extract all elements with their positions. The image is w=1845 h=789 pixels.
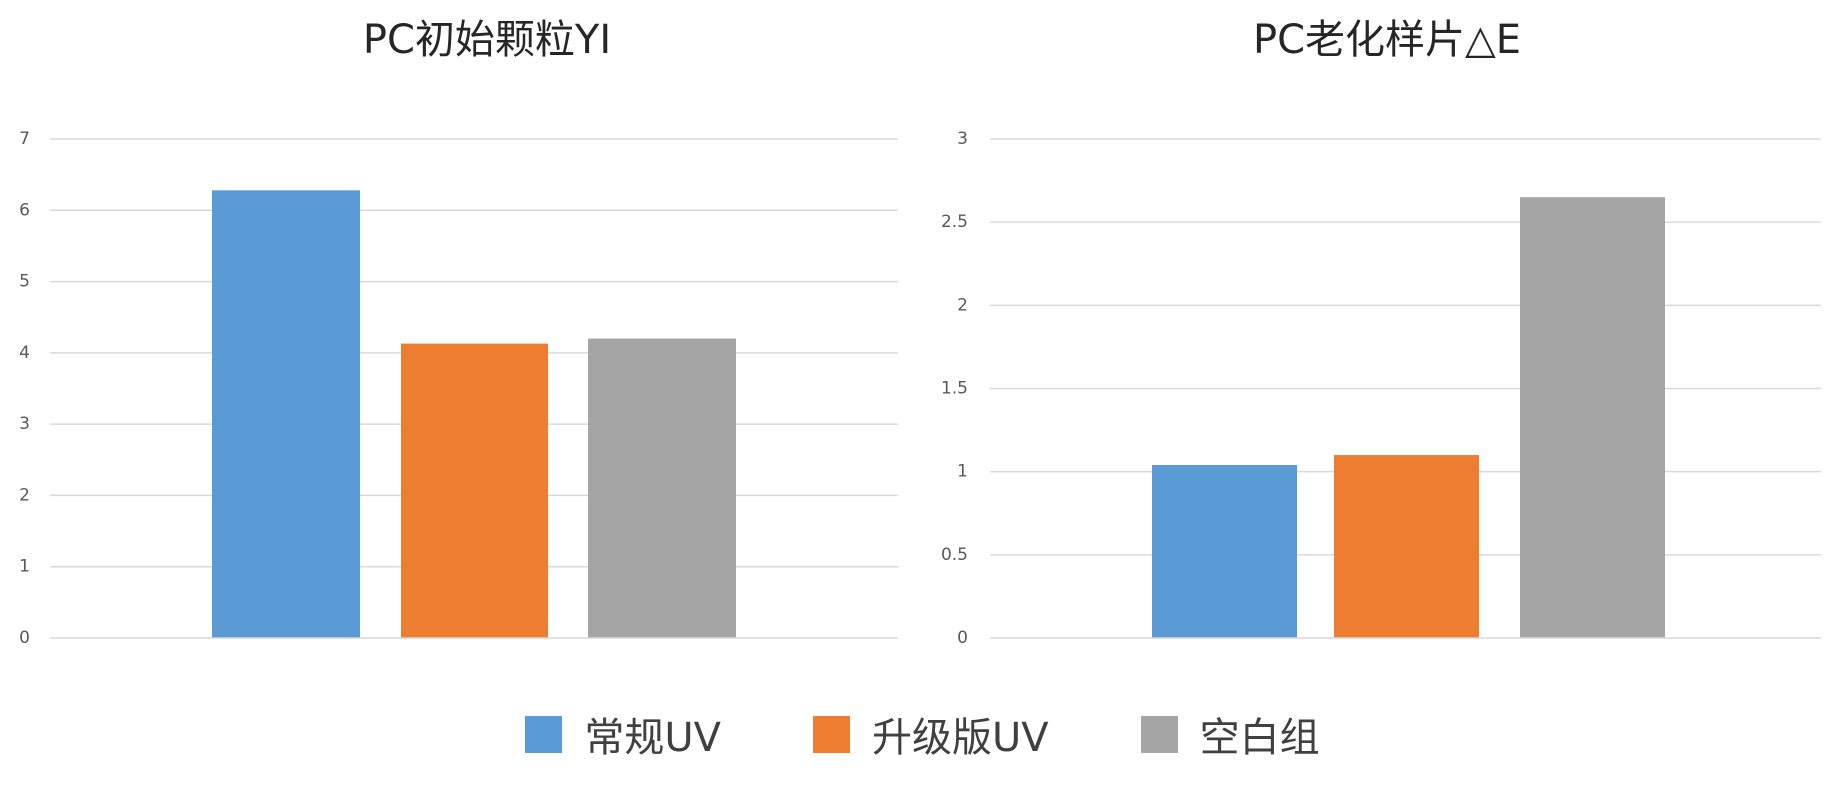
- y-tick-label: 1: [19, 557, 30, 577]
- y-tick-label: 6: [19, 200, 30, 220]
- y-tick-label: 1.5: [941, 379, 968, 399]
- y-tick-label: 3: [19, 414, 30, 434]
- bar-upgraded-uv: [401, 343, 548, 638]
- bar-blank-group: [1520, 197, 1665, 638]
- legend-label-upgraded-uv: 升级版UV: [872, 715, 1049, 761]
- legend-item-regular-uv: 常规UV: [525, 705, 721, 763]
- y-tick-label: 2: [957, 295, 968, 315]
- bar-regular-uv: [212, 190, 360, 638]
- legend-item-upgraded-uv: 升级版UV: [813, 705, 1049, 763]
- legend-label-blank-group: 空白组: [1199, 715, 1320, 761]
- y-tick-label: 2.5: [941, 212, 968, 232]
- y-tick-label: 0: [19, 628, 30, 648]
- chart-title: PC初始颗粒YI: [363, 17, 611, 63]
- y-tick-label: 2: [19, 485, 30, 505]
- y-tick-label: 0: [957, 628, 968, 648]
- chart-pc-aged-delta-e: PC老化样片△E 0 0.5 1 1.5 2 2.5 3: [941, 17, 1821, 648]
- legend-item-blank-group: 空白组: [1140, 705, 1320, 763]
- bar-blank-group: [588, 338, 736, 638]
- y-tick-label: 1: [957, 462, 968, 482]
- y-tick-label: 7: [19, 129, 30, 149]
- bar-regular-uv: [1152, 465, 1297, 638]
- y-tick-label: 3: [957, 129, 968, 149]
- y-tick-label: 4: [19, 343, 30, 363]
- y-tick-label: 5: [19, 272, 30, 292]
- legend-swatch-blank-group: [1140, 715, 1178, 753]
- chart-pc-initial-yi: PC初始颗粒YI 0 1 2 3 4 5 6 7: [19, 17, 898, 648]
- bar-upgraded-uv: [1334, 455, 1479, 638]
- legend-label-regular-uv: 常规UV: [584, 715, 721, 761]
- legend: 常规UV 升级版UV 空白组: [0, 706, 1845, 762]
- legend-swatch-upgraded-uv: [813, 715, 850, 753]
- chart-title: PC老化样片△E: [1253, 17, 1521, 63]
- y-tick-label: 0.5: [941, 545, 968, 565]
- legend-swatch-regular-uv: [525, 715, 563, 753]
